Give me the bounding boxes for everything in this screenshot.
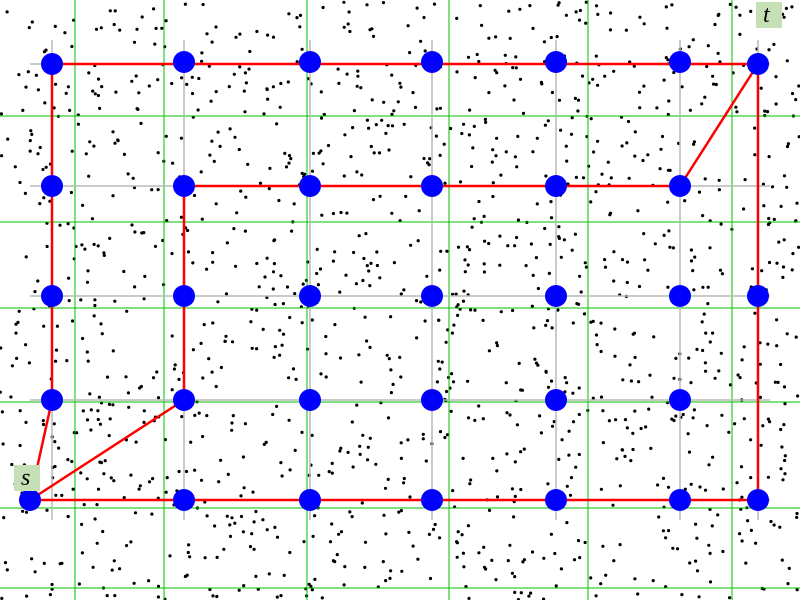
node: [545, 51, 567, 73]
node: [669, 489, 691, 511]
node: [41, 285, 63, 307]
node: [421, 489, 443, 511]
node: [421, 285, 443, 307]
label-source: s: [14, 465, 40, 491]
node: [173, 489, 195, 511]
label-target: t: [756, 2, 782, 28]
node: [545, 285, 567, 307]
node: [545, 389, 567, 411]
node: [669, 285, 691, 307]
label-source-text: s: [21, 465, 30, 491]
node: [173, 285, 195, 307]
node: [421, 389, 443, 411]
node: [669, 51, 691, 73]
node: [747, 53, 769, 75]
node: [669, 389, 691, 411]
node: [747, 489, 769, 511]
node: [173, 51, 195, 73]
node: [545, 489, 567, 511]
node: [421, 51, 443, 73]
node: [19, 489, 41, 511]
node: [173, 389, 195, 411]
node: [41, 389, 63, 411]
node: [299, 389, 321, 411]
node: [545, 175, 567, 197]
node: [299, 51, 321, 73]
node: [669, 175, 691, 197]
node: [747, 285, 769, 307]
node: [299, 489, 321, 511]
node: [173, 175, 195, 197]
node: [421, 175, 443, 197]
diagram-canvas: st: [0, 0, 800, 600]
node: [41, 175, 63, 197]
node: [299, 285, 321, 307]
node: [299, 175, 321, 197]
node: [41, 53, 63, 75]
